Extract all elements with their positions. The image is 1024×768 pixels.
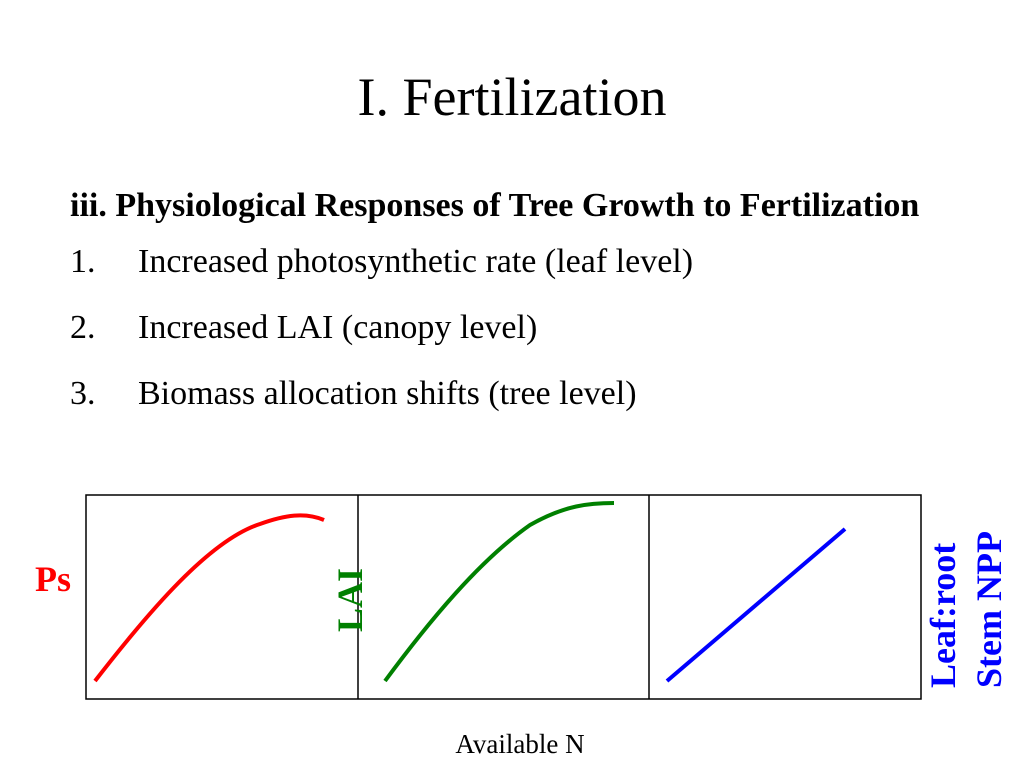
ps-axis-label: Ps <box>35 559 71 599</box>
list-item: 2. Increased LAI (canopy level) <box>70 306 950 350</box>
list-item-text: Increased photosynthetic rate (leaf leve… <box>138 243 694 280</box>
list-item-text: Biomass allocation shifts (tree level) <box>138 375 637 412</box>
list-item: 1. Increased photosynthetic rate (leaf l… <box>70 240 950 284</box>
x-axis-label: Available N <box>455 729 585 759</box>
diagram-frame <box>85 494 922 700</box>
lai-axis-label: LAI <box>330 567 370 632</box>
leafroot-stem-axis-label: Leaf:root Stem NPP <box>920 488 1012 688</box>
leafroot-label-line: Leaf:root <box>923 542 963 688</box>
list-item-text: Increased LAI (canopy level) <box>138 309 538 346</box>
section-heading: iii. Physiological Responses of Tree Gro… <box>70 187 920 224</box>
list-item-number: 1. <box>70 243 96 280</box>
ps-curve <box>93 513 325 683</box>
stem-npp-label-line: Stem NPP <box>969 531 1009 688</box>
slide-title: I. Fertilization <box>357 67 667 127</box>
slide-content: iii. Physiological Responses of Tree Gro… <box>70 184 950 438</box>
list-item-number: 3. <box>70 375 96 412</box>
list-item: 3. Biomass allocation shifts (tree level… <box>70 372 950 416</box>
leafroot-line <box>665 527 847 683</box>
list-item-number: 2. <box>70 309 96 346</box>
lai-curve <box>383 501 615 683</box>
response-list: 1. Increased photosynthetic rate (leaf l… <box>70 240 950 416</box>
